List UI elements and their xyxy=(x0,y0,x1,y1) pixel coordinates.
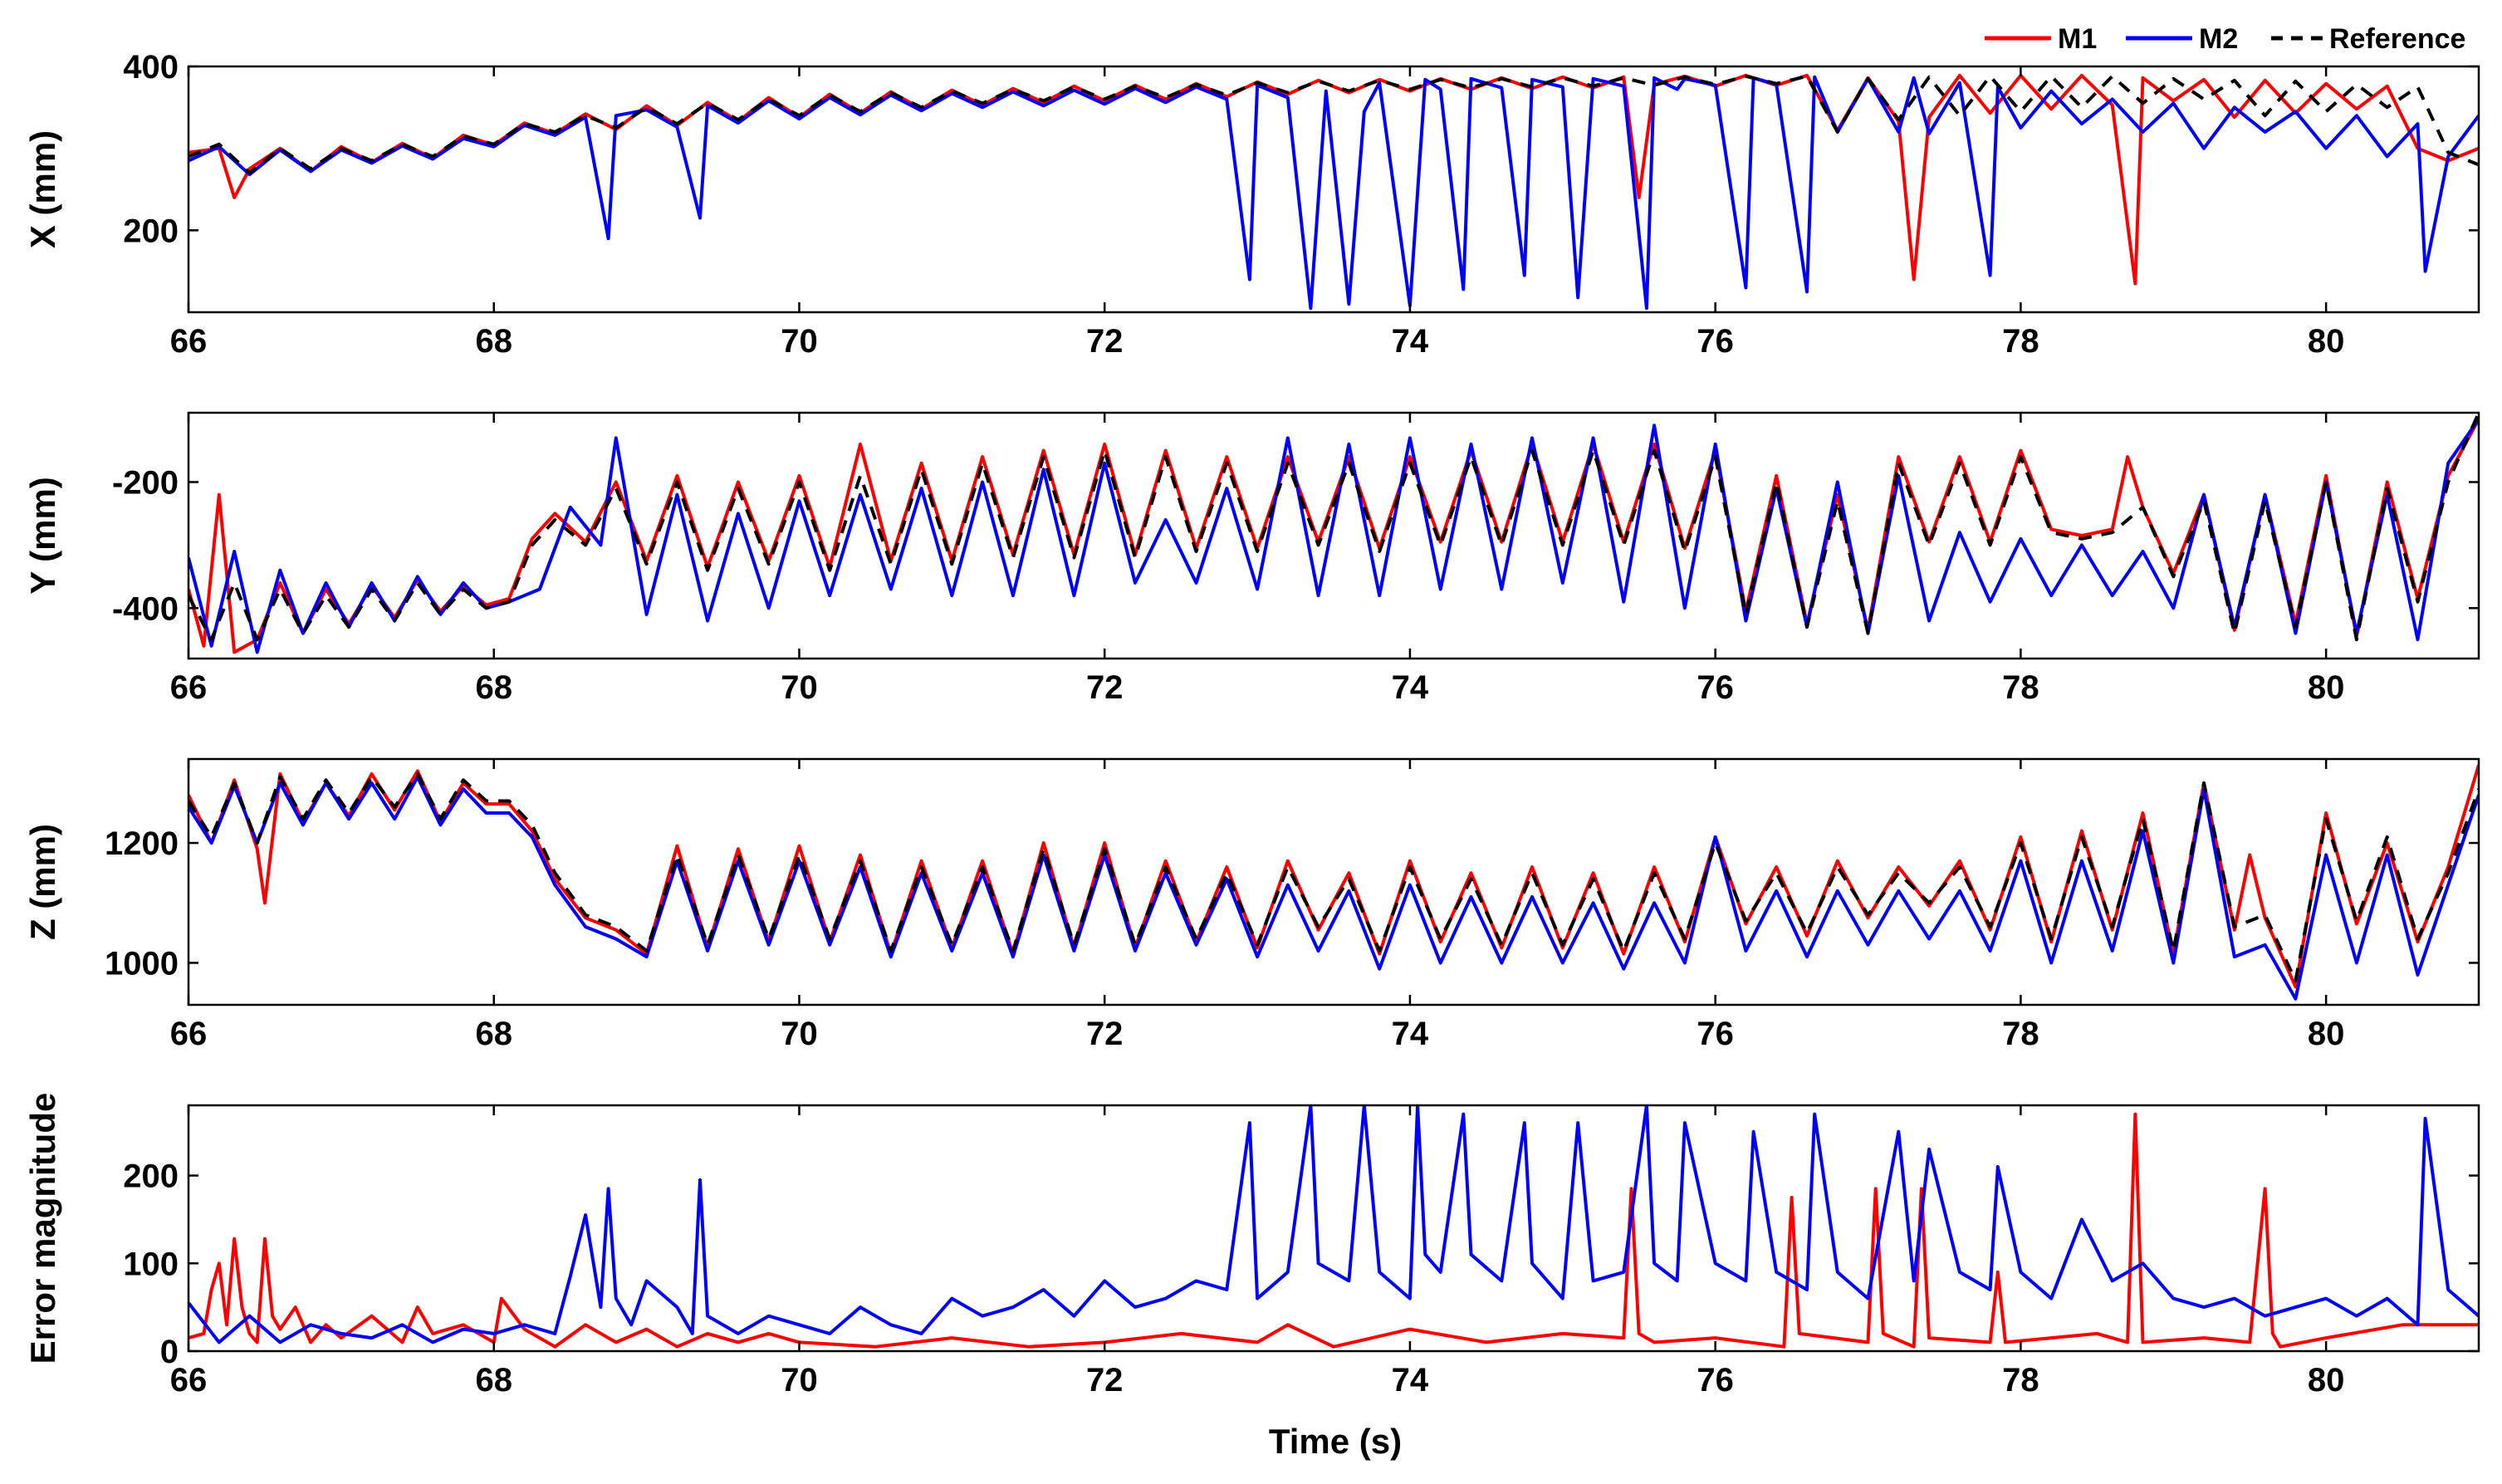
x-tick-label: 80 xyxy=(2308,323,2345,360)
x-tick-label: 74 xyxy=(1392,1016,1429,1052)
y-tick-label: 100 xyxy=(123,1246,179,1282)
x-tick-label: 74 xyxy=(1392,669,1429,706)
x-tick-label: 70 xyxy=(781,323,818,360)
plot-frame xyxy=(187,411,2480,660)
series-line-reference xyxy=(189,413,2479,642)
series-line-m1 xyxy=(189,1112,2479,1349)
x-tick-label: 76 xyxy=(1697,1362,1734,1398)
plot-frame xyxy=(187,1104,2480,1353)
legend: M1 M2 Reference xyxy=(1985,23,2465,55)
x-tick-label: 78 xyxy=(2002,1362,2039,1398)
x-tick-label: 78 xyxy=(2002,323,2039,360)
x-tick-label: 68 xyxy=(475,1362,512,1398)
y-axis-title: Z (mm) xyxy=(23,824,62,940)
y-axis-title: Error magnitude xyxy=(23,1093,62,1364)
subplot-3: 66 68 70 72 74 76 78 80 1000 1200 Z (mm) xyxy=(23,757,2480,1052)
y-tick-label: -200 xyxy=(112,464,179,501)
series-line-m2 xyxy=(189,775,2479,1001)
series-line-m2 xyxy=(189,1105,2479,1344)
x-tick-label: 68 xyxy=(475,323,512,360)
x-tick-label: 66 xyxy=(170,1016,208,1052)
x-tick-label: 74 xyxy=(1392,1362,1429,1398)
x-tick-label: 76 xyxy=(1697,669,1734,706)
subplot-1: 66 68 70 72 74 76 78 80 200 400 X (mm) xyxy=(23,49,2480,360)
subplot-4: 66 68 70 72 74 76 78 80 0 100 200 Error magnitude xyxy=(23,1093,2480,1398)
legend-label-m2: M2 xyxy=(2199,23,2238,55)
series-line-m2 xyxy=(189,75,2479,311)
y-tick-label: -400 xyxy=(112,590,179,627)
y-tick-label: 400 xyxy=(123,49,179,86)
x-tick-label: 78 xyxy=(2002,669,2039,706)
subplot-2: 66 68 70 72 74 76 78 80 -400 -200 Y (mm) xyxy=(23,411,2480,706)
x-tick-label: 70 xyxy=(781,1016,818,1052)
y-tick-label: 1200 xyxy=(105,825,179,862)
x-tick-label: 80 xyxy=(2308,1362,2345,1398)
x-tick-label: 72 xyxy=(1086,1362,1124,1398)
x-tick-label: 70 xyxy=(781,669,818,706)
y-tick-label: 1000 xyxy=(105,945,179,982)
x-axis-title: Time (s) xyxy=(1269,1422,1402,1461)
x-tick-label: 72 xyxy=(1086,669,1124,706)
y-tick-label: 200 xyxy=(123,1158,179,1195)
series-line-reference xyxy=(189,74,2479,175)
series-line-m2 xyxy=(189,418,2479,654)
legend-label-m1: M1 xyxy=(2058,23,2097,55)
plot-frame xyxy=(187,65,2480,314)
x-tick-label: 70 xyxy=(781,1362,818,1398)
x-tick-label: 80 xyxy=(2308,669,2345,706)
x-tick-label: 74 xyxy=(1392,323,1429,360)
series-line-m1 xyxy=(189,764,2479,989)
x-tick-label: 66 xyxy=(170,669,208,706)
y-axis-title: X (mm) xyxy=(23,130,62,248)
series-line-reference xyxy=(189,772,2479,983)
x-tick-label: 76 xyxy=(1697,323,1734,360)
subplot-panels: 66 68 70 72 74 76 78 80 200 400 X (mm) 66 68 70 72 74 76… xyxy=(23,49,2480,1398)
x-tick-label: 76 xyxy=(1697,1016,1734,1052)
x-tick-label: 66 xyxy=(170,323,208,360)
x-tick-label: 68 xyxy=(475,1016,512,1052)
x-tick-label: 68 xyxy=(475,669,512,706)
x-tick-label: 78 xyxy=(2002,1016,2039,1052)
x-tick-label: 72 xyxy=(1086,323,1124,360)
x-tick-label: 80 xyxy=(2308,1016,2345,1052)
plot-frame xyxy=(187,757,2480,1006)
x-tick-label: 72 xyxy=(1086,1016,1124,1052)
y-axis-title: Y (mm) xyxy=(23,477,62,595)
series-line-m1 xyxy=(189,418,2479,654)
x-tick-label: 66 xyxy=(170,1362,208,1398)
y-tick-label: 200 xyxy=(123,213,179,249)
legend-label-reference: Reference xyxy=(2329,23,2465,55)
y-tick-label: 0 xyxy=(160,1334,179,1370)
series-line-m1 xyxy=(189,73,2479,286)
